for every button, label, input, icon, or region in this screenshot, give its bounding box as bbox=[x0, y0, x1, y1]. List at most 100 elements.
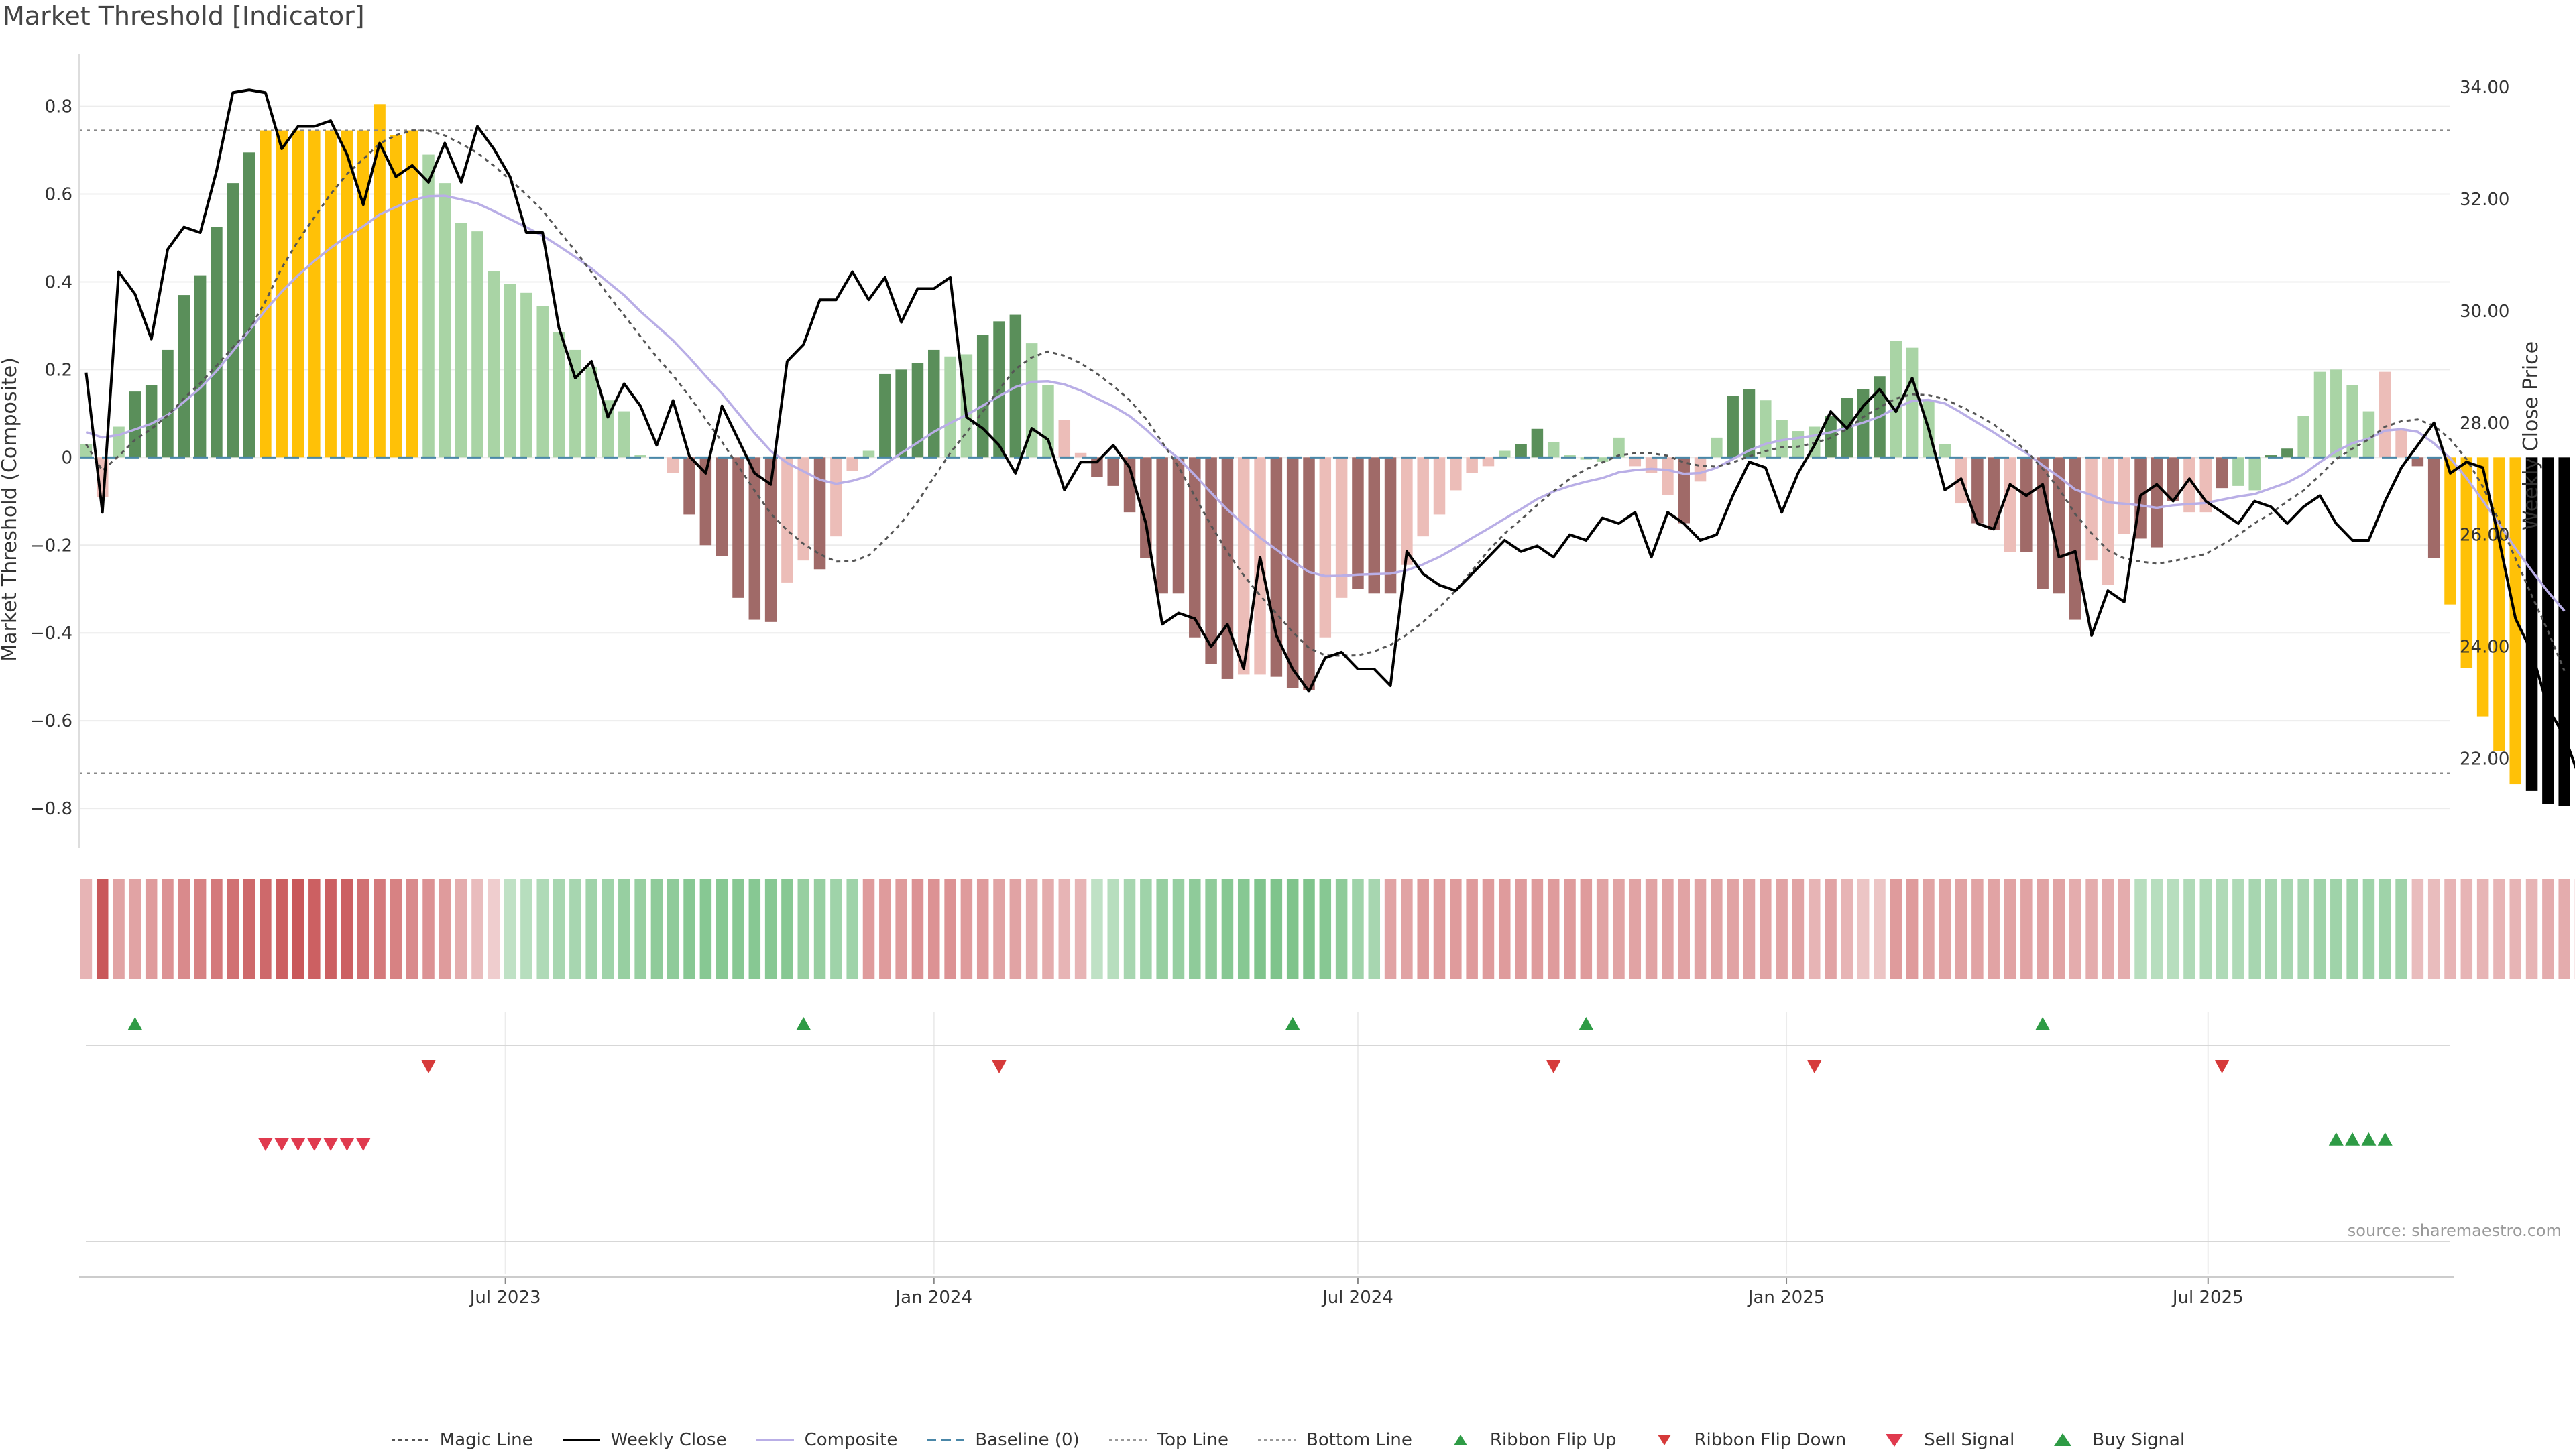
ribbon-cell bbox=[2085, 879, 2098, 979]
ribbon-flip-down-marker bbox=[2215, 1060, 2230, 1073]
ribbon-cell bbox=[308, 879, 321, 979]
ribbon-cell bbox=[1629, 879, 1642, 979]
ribbon-cell bbox=[830, 879, 842, 979]
ribbon-cell bbox=[1662, 879, 1674, 979]
ribbon-cell bbox=[1727, 879, 1739, 979]
ribbon-cell bbox=[912, 879, 924, 979]
ribbon-cell bbox=[2069, 879, 2081, 979]
ribbon-cell bbox=[260, 879, 272, 979]
composite-bar bbox=[1320, 457, 1332, 637]
composite-bar bbox=[2395, 429, 2407, 458]
ribbon-cell bbox=[406, 879, 418, 979]
y2-axis-title: Weekly Close Price bbox=[2519, 341, 2543, 530]
y-tick-label: −0.6 bbox=[30, 711, 72, 731]
composite-bar bbox=[716, 457, 728, 556]
ribbon-cell bbox=[325, 879, 337, 979]
composite-bar bbox=[846, 457, 858, 471]
composite-bar bbox=[2314, 372, 2326, 458]
composite-bar bbox=[2461, 457, 2473, 668]
composite-bar bbox=[422, 155, 435, 458]
composite-bar bbox=[1678, 457, 1690, 523]
ribbon-cell bbox=[846, 879, 858, 979]
ribbon-cell bbox=[422, 879, 435, 979]
ribbon-cell bbox=[1450, 879, 1462, 979]
ribbon-cell bbox=[2428, 879, 2440, 979]
ribbon-cell bbox=[1401, 879, 1413, 979]
legend-key-flipup bbox=[1440, 1432, 1481, 1448]
composite-bar bbox=[1939, 444, 1951, 458]
composite-bar bbox=[80, 444, 93, 458]
ribbon-cell bbox=[1287, 879, 1299, 979]
ribbon-cell bbox=[1792, 879, 1805, 979]
ribbon-cell bbox=[1124, 879, 1136, 979]
composite-bar bbox=[2020, 457, 2033, 552]
composite-bar bbox=[2363, 412, 2375, 458]
ribbon-cell bbox=[1434, 879, 1446, 979]
ribbon-cell bbox=[1890, 879, 1902, 979]
ribbon-cell bbox=[2461, 879, 2473, 979]
ribbon-cell bbox=[471, 879, 483, 979]
legend-key-baseline bbox=[925, 1432, 966, 1448]
ribbon-cell bbox=[2477, 879, 2489, 979]
composite-bar bbox=[227, 183, 239, 457]
ribbon-cell bbox=[1075, 879, 1087, 979]
ribbon-cell bbox=[1613, 879, 1625, 979]
ribbon-cell bbox=[146, 879, 158, 979]
ribbon-cell bbox=[895, 879, 907, 979]
legend-key-bottom bbox=[1257, 1432, 1297, 1448]
ribbon-cell bbox=[569, 879, 581, 979]
legend-key-magic bbox=[390, 1432, 431, 1448]
ribbon-cell bbox=[374, 879, 386, 979]
ribbon-cell bbox=[1173, 879, 1185, 979]
composite-bar bbox=[488, 271, 500, 457]
composite-bar bbox=[2493, 457, 2505, 751]
composite-bar bbox=[2232, 457, 2244, 486]
ribbon-flip-down-marker bbox=[421, 1060, 436, 1073]
ribbon-cell bbox=[1156, 879, 1168, 979]
ribbon-flip-up-marker bbox=[127, 1017, 142, 1030]
composite-bar bbox=[1760, 400, 1772, 457]
ribbon-cell bbox=[2444, 879, 2456, 979]
ribbon-cell bbox=[2037, 879, 2049, 979]
legend-label: Sell Signal bbox=[1924, 1430, 2014, 1450]
legend-item-sell: Sell Signal bbox=[1874, 1430, 2014, 1450]
sell-signal-marker bbox=[307, 1138, 322, 1151]
ribbon-cell bbox=[1466, 879, 1478, 979]
composite-bar bbox=[2069, 457, 2081, 619]
composite-bar bbox=[292, 131, 304, 458]
ribbon-cell bbox=[536, 879, 549, 979]
ribbon-cell bbox=[1303, 879, 1315, 979]
ribbon-cell bbox=[504, 879, 516, 979]
composite-bar bbox=[1287, 457, 1299, 688]
legend-label: Bottom Line bbox=[1306, 1430, 1412, 1450]
composite-bar bbox=[2558, 457, 2570, 806]
ribbon-cell bbox=[716, 879, 728, 979]
legend-key-top bbox=[1108, 1432, 1148, 1448]
ribbon-cell bbox=[1254, 879, 1266, 979]
composite-bar bbox=[2118, 457, 2130, 534]
composite-bar bbox=[1727, 396, 1739, 458]
composite-bar bbox=[732, 457, 744, 598]
ribbon-cell bbox=[2542, 879, 2554, 979]
ribbon-flip-up-marker bbox=[1579, 1017, 1593, 1030]
ribbon-cell bbox=[1564, 879, 1576, 979]
legend-item-close: Weekly Close bbox=[561, 1430, 727, 1450]
ribbon-cell bbox=[1776, 879, 1788, 979]
y-tick-label: 0.2 bbox=[45, 360, 72, 380]
ribbon-cell bbox=[1597, 879, 1609, 979]
signal-markers bbox=[127, 1017, 2392, 1151]
y-tick-label: 0.6 bbox=[45, 185, 72, 205]
composite-bar bbox=[1059, 420, 1071, 458]
ribbon-cell bbox=[879, 879, 891, 979]
composite-bar bbox=[308, 131, 321, 458]
ribbon-cell bbox=[211, 879, 223, 979]
ribbon-cell bbox=[129, 879, 141, 979]
composite-bar bbox=[276, 131, 288, 458]
ribbon-cell bbox=[1417, 879, 1429, 979]
legend-label: Ribbon Flip Up bbox=[1490, 1430, 1617, 1450]
ribbon-cell bbox=[1906, 879, 1919, 979]
y2-tick-label: 24.00 bbox=[2460, 638, 2509, 658]
legend-key-flipdown bbox=[1644, 1432, 1684, 1448]
ribbon-cell bbox=[1874, 879, 1886, 979]
ribbon-cell bbox=[993, 879, 1005, 979]
